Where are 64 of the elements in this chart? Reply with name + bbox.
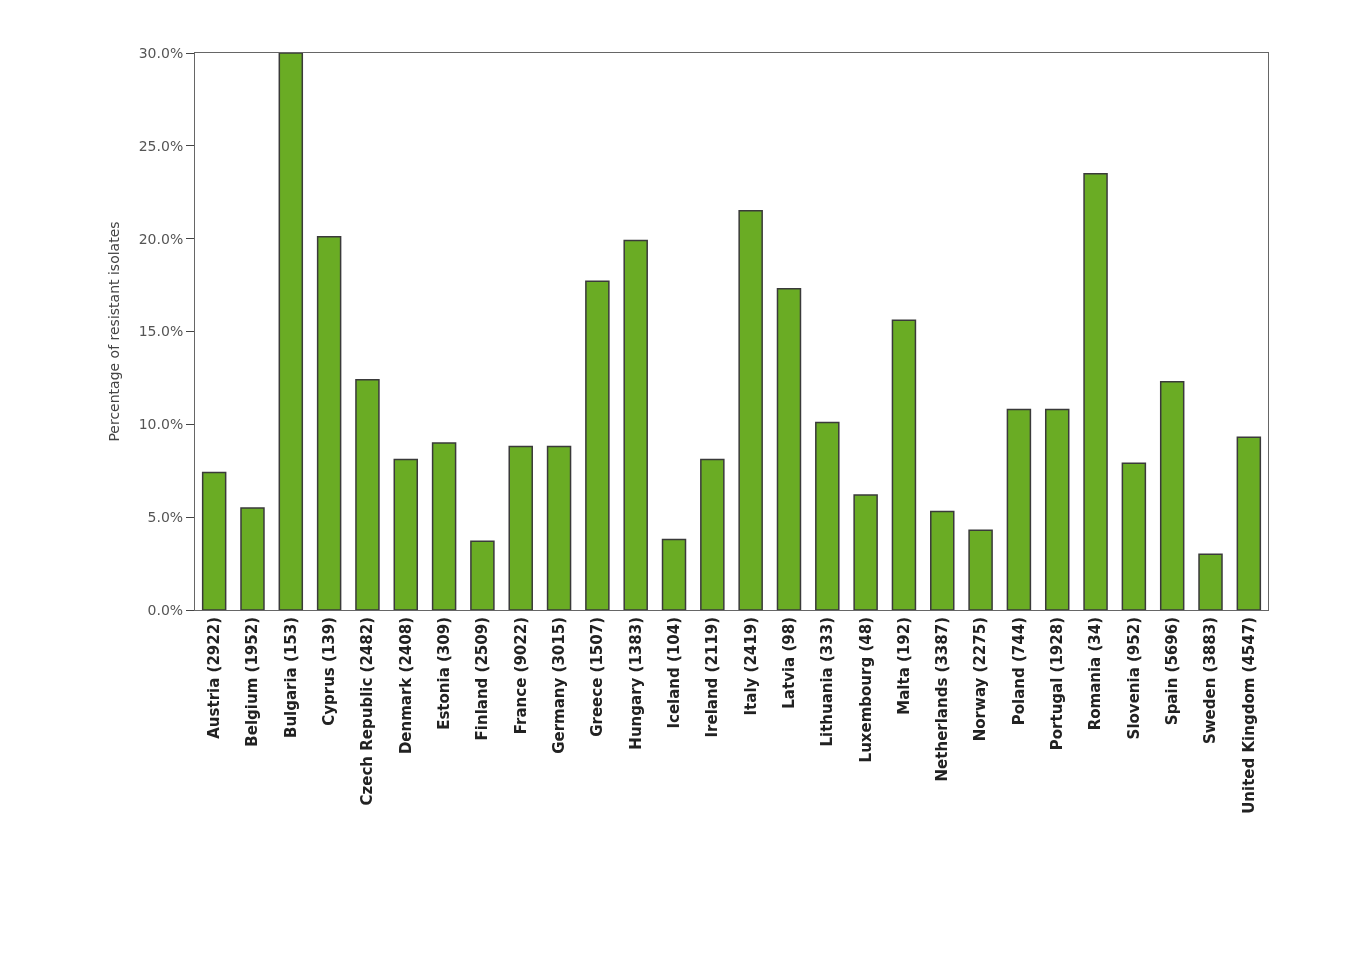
y-tick-label: 30.0%: [138, 44, 184, 61]
x-tick-label: Finland (2509): [473, 617, 492, 741]
bar: [853, 494, 878, 610]
bar: [1159, 380, 1185, 610]
x-tick-label: Hungary (1383): [626, 617, 645, 750]
x-tick-label: Portugal (1928): [1048, 617, 1067, 751]
bar: [393, 458, 419, 610]
bar: [355, 379, 380, 610]
x-tick-label: France (9022): [511, 617, 530, 735]
bar: [431, 442, 457, 610]
bar: [585, 280, 610, 610]
bar: [1083, 172, 1108, 610]
x-tick-label: Malta (192): [894, 617, 913, 715]
y-tick-label: 15.0%: [138, 323, 184, 340]
x-tick-label: Czech Republic (2482): [358, 617, 377, 806]
bar: [508, 445, 533, 610]
bar: [661, 538, 687, 610]
bar: [1121, 462, 1147, 610]
bar: [316, 236, 342, 610]
bar: [738, 210, 763, 610]
x-tick-label: Iceland (104): [664, 617, 683, 729]
bar: [1006, 408, 1032, 610]
x-tick-label: Cyprus (139): [320, 617, 339, 726]
bar: [930, 510, 955, 610]
x-tick-label: Slovenia (952): [1124, 617, 1143, 740]
x-tick-label: Bulgaria (153): [281, 617, 300, 739]
x-tick-label: Netherlands (3387): [933, 617, 952, 782]
bar: [1198, 553, 1223, 610]
x-tick-label: Sweden (3883): [1201, 617, 1220, 745]
bar: [201, 471, 227, 610]
y-tick-label: 10.0%: [138, 416, 184, 433]
bar: [470, 540, 495, 610]
bar: [278, 53, 304, 610]
bar: [1044, 408, 1070, 610]
y-tick-label: 25.0%: [138, 137, 184, 154]
bar: [776, 288, 802, 610]
x-tick-label: Belgium (1952): [243, 617, 262, 747]
y-tick-label: 5.0%: [147, 509, 184, 526]
bar: [815, 421, 840, 610]
y-tick-label: 20.0%: [138, 230, 184, 247]
x-tick-label: United Kingdom (4547): [1239, 617, 1258, 814]
x-tick-label: Austria (2922): [205, 617, 224, 739]
x-tick-label: Poland (744): [1009, 617, 1028, 726]
bar: [546, 445, 572, 610]
x-tick-label: Lithuania (333): [818, 617, 837, 747]
x-tick-label: Norway (2275): [971, 617, 990, 742]
x-tick-label: Spain (5696): [1163, 617, 1182, 726]
x-tick-label: Germany (3015): [549, 617, 568, 754]
bar: [891, 319, 917, 610]
x-tick-label: Ireland (2119): [703, 617, 722, 738]
x-tick-label: Greece (1507): [588, 617, 607, 737]
bar: [700, 458, 725, 610]
bar: [1236, 436, 1262, 610]
x-tick-label: Italy (2419): [741, 617, 760, 716]
bar: [968, 529, 993, 610]
bar: [240, 507, 265, 610]
y-tick-label: 0.0%: [147, 601, 184, 618]
bar: [623, 239, 648, 610]
x-tick-label: Romania (34): [1086, 617, 1105, 731]
y-axis-title: Percentage of resistant isolates: [106, 221, 123, 442]
x-tick-label: Denmark (2408): [396, 617, 415, 755]
x-tick-label: Estonia (309): [434, 617, 453, 730]
x-tick-label: Latvia (98): [779, 617, 798, 709]
x-tick-label: Luxembourg (48): [856, 617, 875, 763]
